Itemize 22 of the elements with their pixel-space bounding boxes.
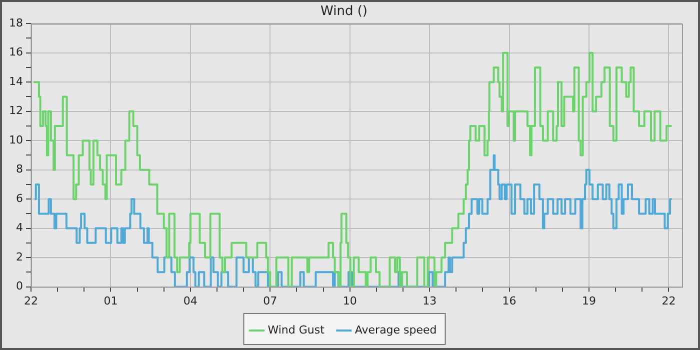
- chart-title: Wind (): [320, 4, 368, 20]
- y-tick-label: 10: [8, 133, 23, 146]
- legend-label: Average speed: [354, 323, 437, 336]
- y-tick-label: 16: [8, 46, 23, 59]
- y-tick-label: 0: [16, 280, 23, 293]
- y-tick-label: 2: [16, 250, 23, 264]
- y-tick-label: 14: [8, 74, 23, 88]
- x-tick-label: 01: [104, 294, 118, 308]
- x-tick-label: 07: [263, 294, 278, 308]
- x-tick-label: 22: [662, 294, 676, 308]
- y-tick-label: 4: [16, 221, 23, 234]
- y-tick-label: 8: [16, 162, 23, 176]
- x-tick-label: 10: [342, 294, 357, 308]
- y-tick-label: 18: [8, 16, 23, 30]
- x-tick-label: 19: [582, 294, 596, 308]
- y-tick-label: 12: [8, 104, 23, 118]
- x-tick-label: 16: [502, 294, 516, 308]
- y-tick-label: 6: [16, 192, 23, 205]
- x-tick-label: 04: [183, 294, 198, 308]
- legend-label: Wind Gust: [268, 323, 326, 336]
- x-tick-label: 22: [24, 294, 38, 308]
- x-tick-label: 13: [422, 294, 437, 308]
